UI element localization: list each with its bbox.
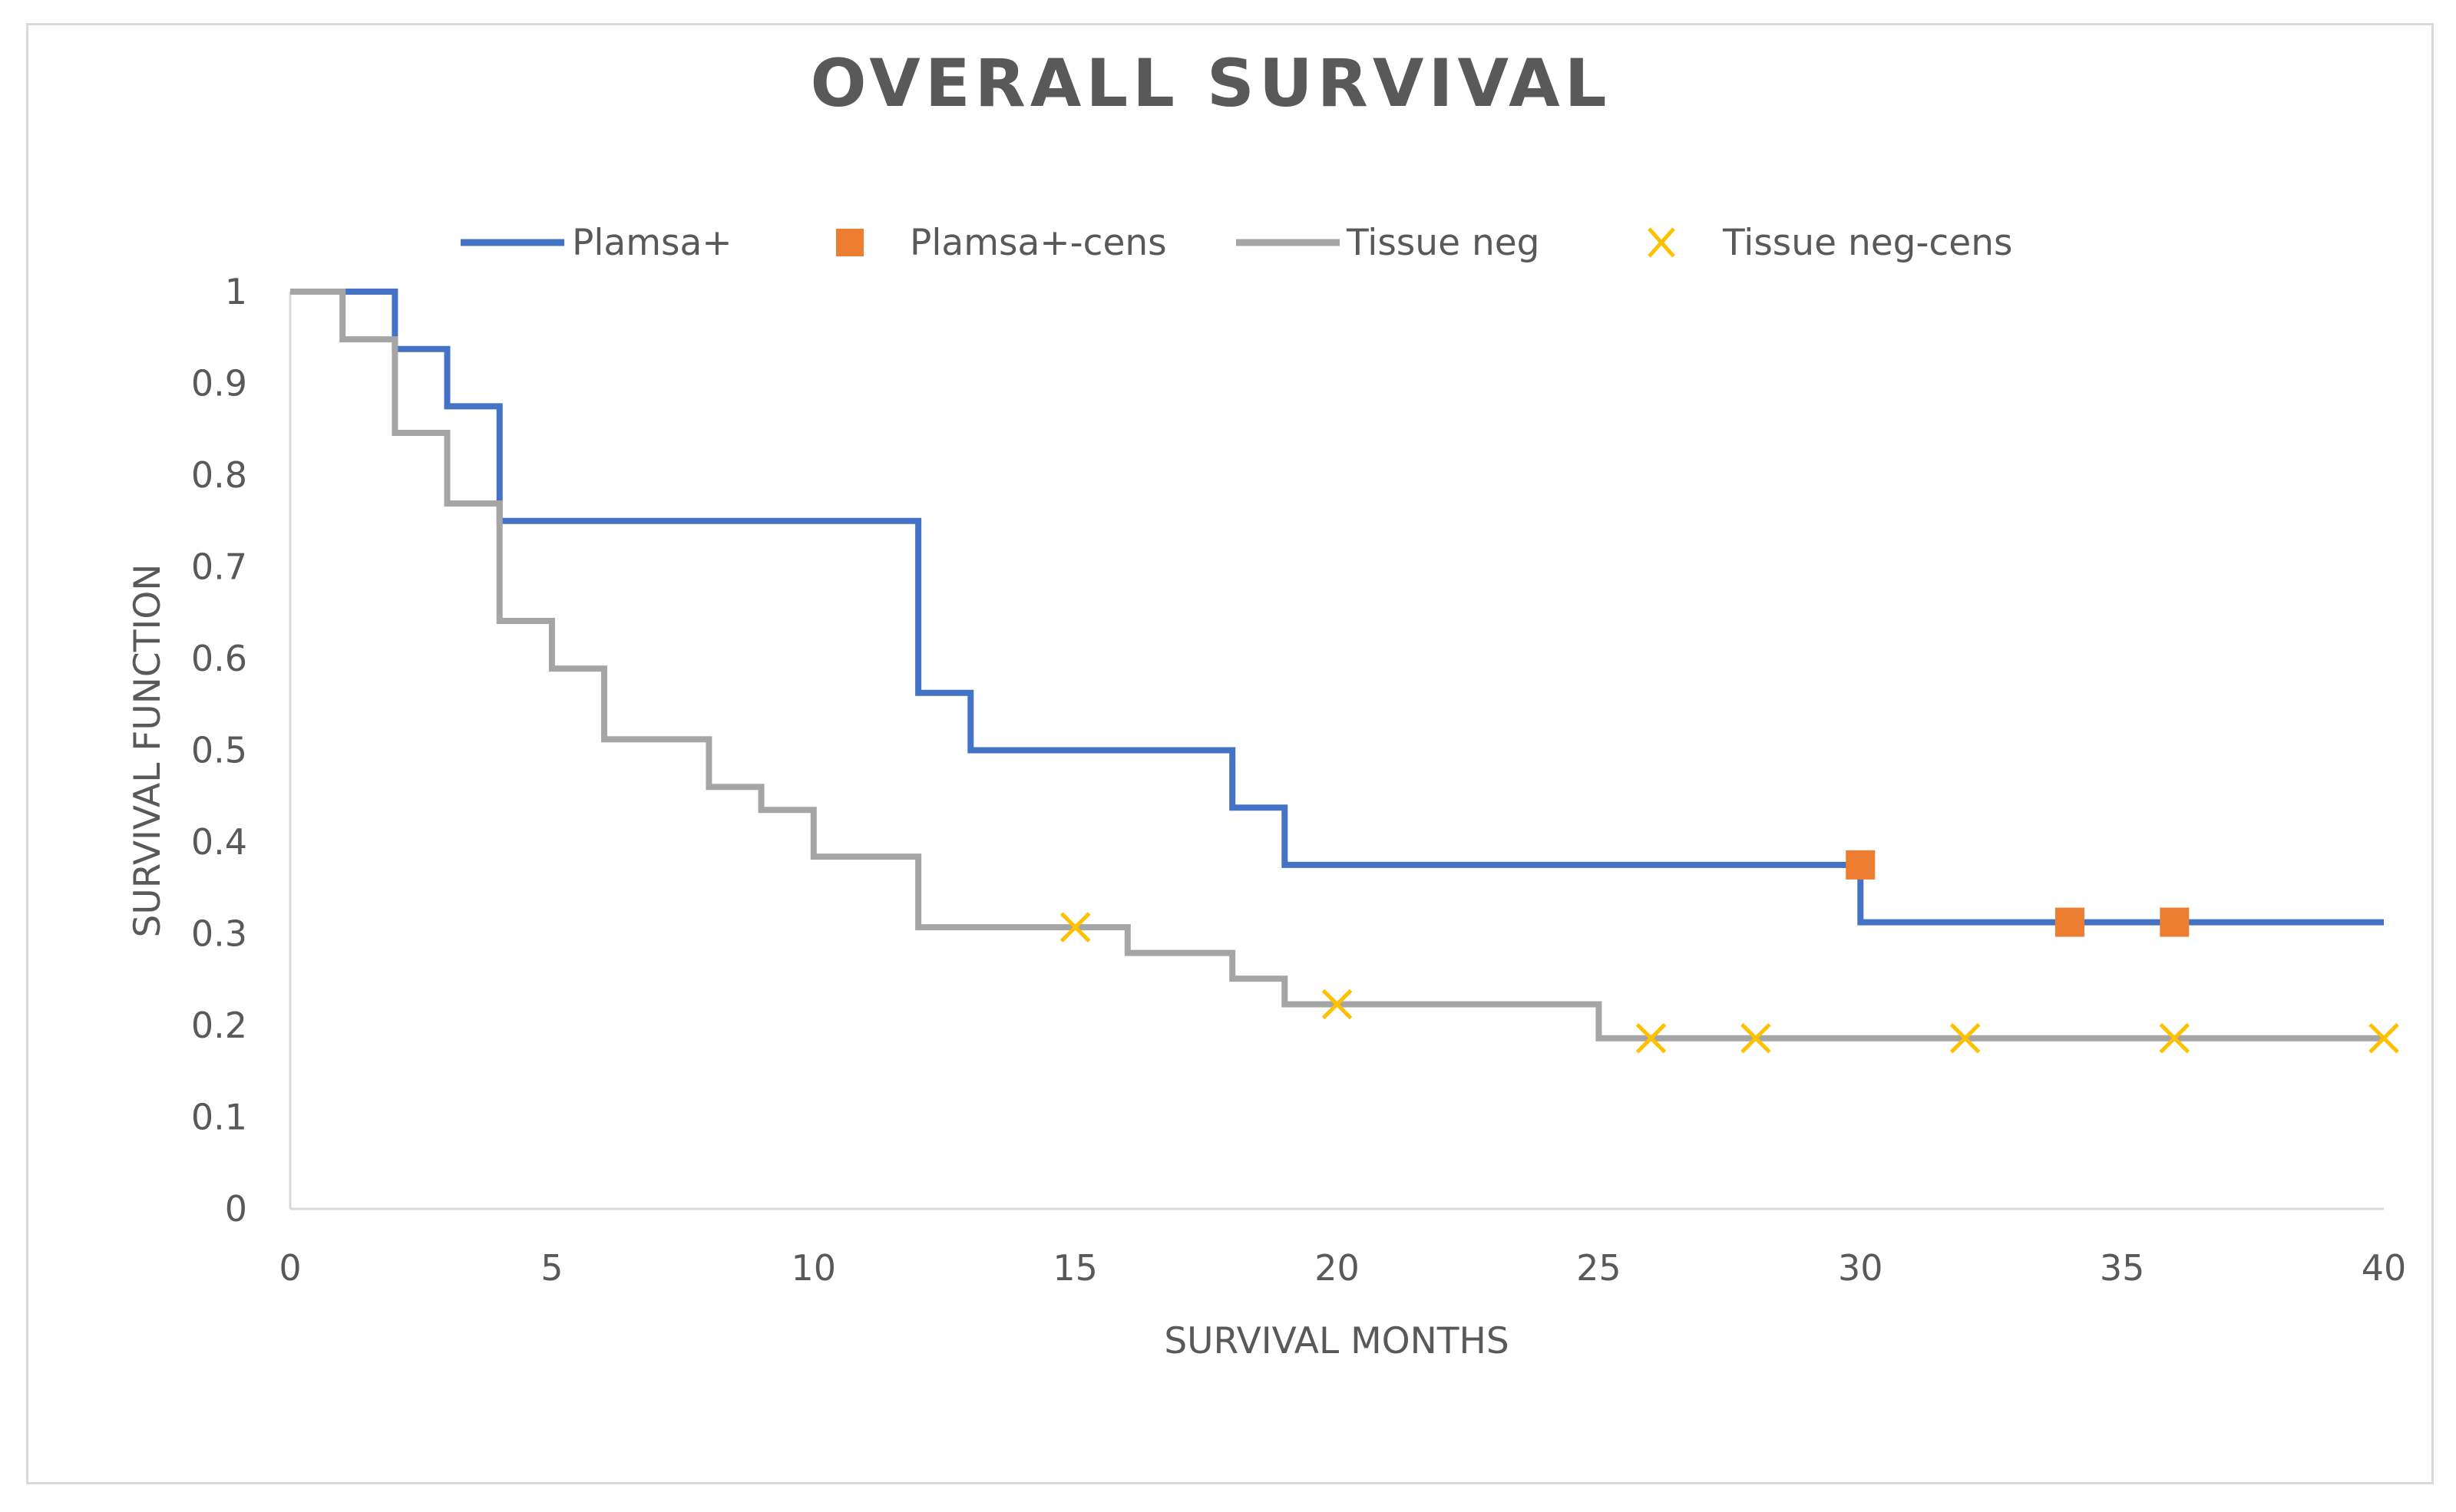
x-tick-label: 15 xyxy=(1053,1247,1098,1289)
legend-label-plasma-cens: Plamsa+-cens xyxy=(910,222,1167,264)
x-tick-label: 5 xyxy=(540,1247,563,1289)
legend-swatch-plasma-cens xyxy=(836,229,864,256)
legend-label-tissue-neg-cens: Tissue neg-cens xyxy=(1722,222,2012,264)
legend-item-plasma-cens: Plamsa+-cens xyxy=(836,222,1167,264)
x-tick-label: 25 xyxy=(1576,1247,1621,1289)
axes xyxy=(289,292,2384,1210)
censor-marker-x xyxy=(2159,1022,2190,1054)
y-axis-title: SURVIVAL FUNCTION xyxy=(127,564,169,938)
y-tick-label: 0.3 xyxy=(191,913,247,955)
x-tick-label: 10 xyxy=(791,1247,836,1289)
legend-item-plasma: Plamsa+ xyxy=(461,222,732,264)
chart-title: OVERALL SURVIVAL xyxy=(810,45,1611,122)
y-tick-label: 0.4 xyxy=(191,821,247,863)
legend: Plamsa+ Plamsa+-cens Tissue neg Tissue n… xyxy=(461,222,2012,264)
censor-marker-x xyxy=(1740,1022,1771,1054)
censor-marker-square xyxy=(1846,850,1876,880)
series-line-plamsa xyxy=(290,289,2384,926)
x-tick-label: 30 xyxy=(1838,1247,1883,1289)
y-tick-label: 1 xyxy=(225,271,247,312)
series-line-tissue-neg xyxy=(290,289,2384,1042)
x-tick-label: 0 xyxy=(279,1247,301,1289)
y-tick-label: 0.7 xyxy=(191,546,247,588)
x-tick-label: 35 xyxy=(2100,1247,2145,1289)
legend-swatch-tissue-neg-cens xyxy=(1648,227,1675,258)
y-tick-label: 0 xyxy=(225,1188,247,1230)
y-tick-label: 0.8 xyxy=(191,454,247,496)
censor-marker-x xyxy=(1635,1022,1667,1054)
censor-marker-x xyxy=(2368,1022,2399,1054)
x-tick-labels: 0 5 10 15 20 25 30 35 40 xyxy=(279,1247,2406,1289)
series-markers xyxy=(1059,850,2399,1054)
y-tick-label: 0.9 xyxy=(191,363,247,404)
legend-label-tissue-neg: Tissue neg xyxy=(1346,222,1539,264)
y-tick-label: 0.6 xyxy=(191,638,247,679)
censor-marker-square xyxy=(2160,907,2190,937)
legend-item-tissue-neg-cens: Tissue neg-cens xyxy=(1648,222,2012,264)
x-tick-label: 40 xyxy=(2362,1247,2407,1289)
x-axis-title: SURVIVAL MONTHS xyxy=(1164,1320,1509,1362)
legend-item-tissue-neg: Tissue neg xyxy=(1236,222,1539,264)
censor-marker-square xyxy=(2054,907,2084,937)
y-tick-labels: 0 0.1 0.2 0.3 0.4 0.5 0.6 0.7 0.8 0.9 1 xyxy=(191,271,247,1230)
series-lines xyxy=(290,289,2384,1042)
x-tick-label: 20 xyxy=(1314,1247,1360,1289)
y-tick-label: 0.5 xyxy=(191,730,247,771)
censor-marker-x xyxy=(1949,1022,1981,1054)
y-tick-label: 0.1 xyxy=(191,1097,247,1138)
legend-label-plasma: Plamsa+ xyxy=(572,222,732,264)
censor-marker-x xyxy=(1321,989,1353,1020)
y-tick-label: 0.2 xyxy=(191,1005,247,1046)
censor-marker-x xyxy=(1059,912,1091,943)
